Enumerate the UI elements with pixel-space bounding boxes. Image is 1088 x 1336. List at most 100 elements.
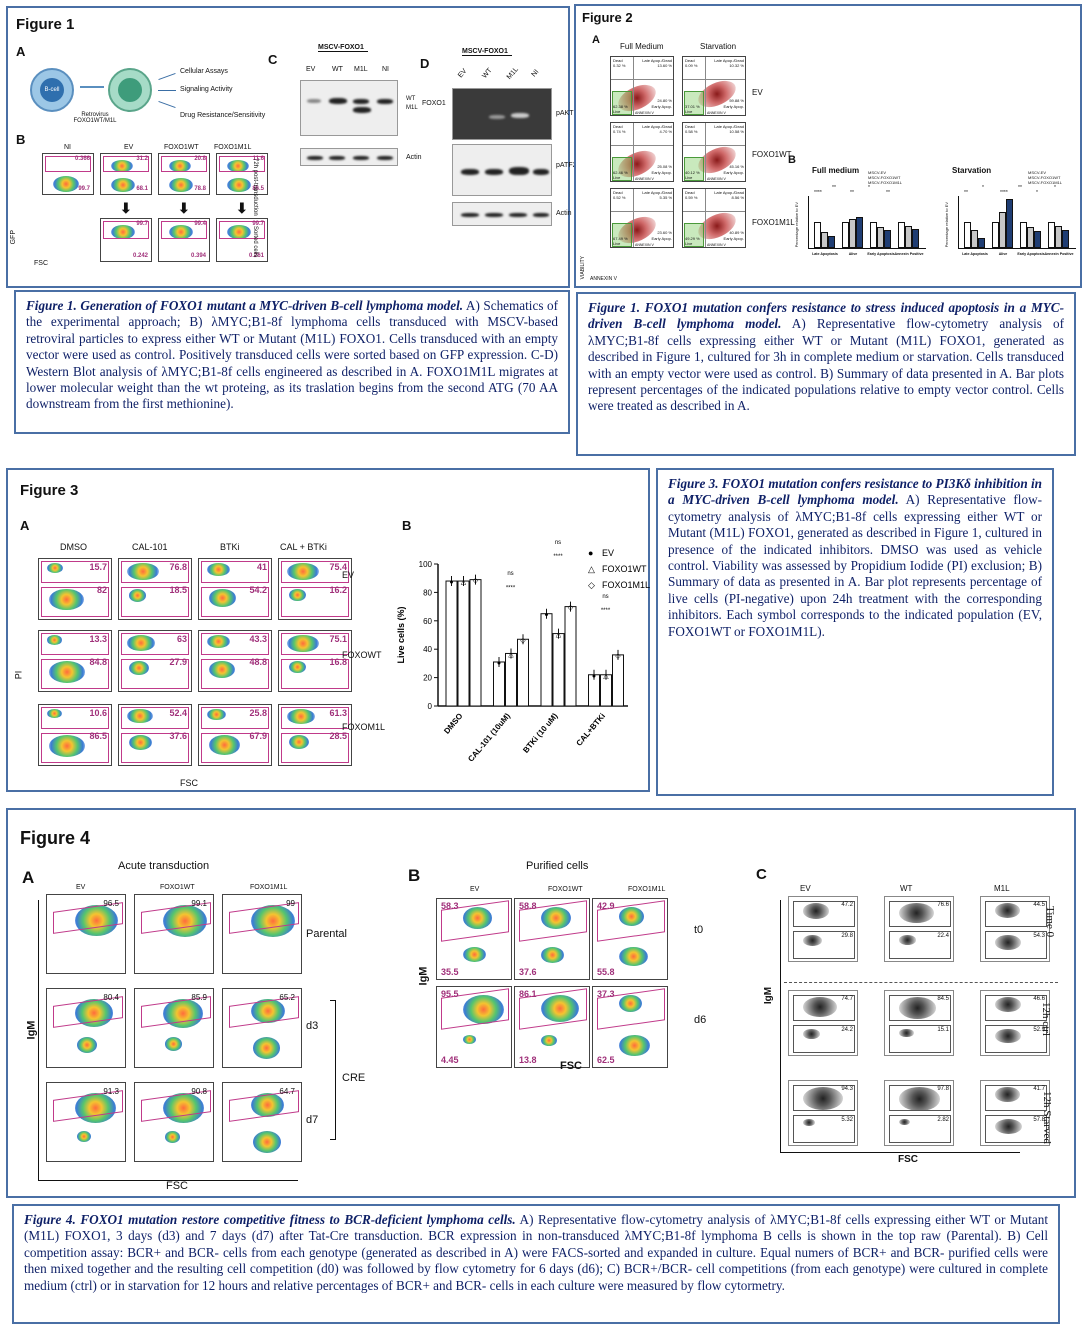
percent-top: 46.6 bbox=[1033, 996, 1045, 1002]
flow-cloud bbox=[287, 709, 315, 725]
flow-cloud bbox=[49, 589, 84, 611]
quadrant-value: 62.46 % bbox=[613, 170, 628, 175]
fig4b-flow-plot: 58.8 37.6 bbox=[514, 898, 590, 980]
percent-bottom: 54.2 bbox=[249, 585, 267, 595]
fig1b-pct: 0.242 bbox=[132, 253, 148, 259]
data-point-marker: ● bbox=[497, 660, 501, 667]
fig4b-flow-plot: 58.3 35.5 bbox=[436, 898, 512, 980]
gate-bottom bbox=[889, 931, 951, 959]
fig4a-flow-plot: 65.2 bbox=[222, 988, 302, 1068]
bar-FOXO1WT bbox=[552, 633, 565, 707]
percent-top: 75.4 bbox=[329, 562, 347, 572]
x-category-label: CAL-101 (10uM) bbox=[466, 711, 512, 763]
fig4a-fsc-axis: FSC bbox=[166, 1180, 188, 1192]
fig3-bar-chart: 0 20 40 60 80 100 Live cells (%) ● △ ◇ DMSO ● △ ◇ CAL-… bbox=[396, 540, 650, 764]
fig3-col: CAL-101 bbox=[132, 542, 168, 552]
flow-cloud bbox=[541, 1035, 558, 1046]
quadrant-value: 40.89 % bbox=[729, 230, 744, 235]
arrow-icon bbox=[80, 86, 104, 88]
chart-category-label: Late Apoptosis bbox=[812, 252, 838, 256]
gate-bottom bbox=[281, 587, 349, 617]
fig1b-pct: 20.8 bbox=[194, 156, 206, 162]
bcell-nucleus: B-cell bbox=[40, 78, 64, 102]
fig1c-lane: NI bbox=[382, 66, 389, 73]
flow-cloud bbox=[463, 995, 504, 1025]
percent-top: 84.5 bbox=[937, 996, 949, 1002]
significance-label: ns bbox=[602, 594, 608, 600]
fig4b-row: t0 bbox=[694, 924, 704, 936]
percent-top: 10.6 bbox=[89, 708, 107, 718]
data-point-marker: ◇ bbox=[520, 637, 526, 644]
significance-label: ** bbox=[850, 190, 854, 196]
quadrant-label: Late Apop./Dead bbox=[714, 190, 744, 195]
chart-bar bbox=[964, 222, 971, 248]
significance-label: * bbox=[982, 185, 984, 191]
flow-cloud bbox=[129, 735, 152, 751]
chart-bar bbox=[1048, 222, 1055, 248]
significance-label: ns bbox=[555, 540, 561, 546]
quadrant-value: 0.59 % bbox=[685, 195, 698, 200]
quadrant-value: 0.32 % bbox=[613, 63, 626, 68]
fig1b-pct: 78.8 bbox=[194, 186, 206, 192]
percent-top: 97.8 bbox=[937, 1086, 949, 1092]
flow-cloud bbox=[47, 563, 64, 573]
percent-bottom: 2.82 bbox=[937, 1117, 949, 1123]
fig4c-flow-plot: 94.3 5.32 bbox=[788, 1080, 858, 1146]
contour-cloud bbox=[995, 1029, 1021, 1044]
fig3-col: CAL + BTKi bbox=[280, 542, 327, 552]
percent-bottom: 24.2 bbox=[841, 1027, 853, 1033]
axis-label: ANNEXIN V bbox=[635, 177, 654, 181]
contour-cloud bbox=[995, 1119, 1023, 1135]
flow-cloud bbox=[127, 709, 153, 724]
retrovirus-label: Retrovirus FOXO1WT/M1L bbox=[73, 112, 117, 124]
flow-cloud bbox=[463, 947, 486, 963]
bar-FOXO1WT bbox=[457, 580, 470, 707]
contour-cloud bbox=[995, 935, 1022, 950]
chart-bar bbox=[884, 229, 891, 248]
gate-bottom bbox=[985, 1115, 1047, 1143]
chart-category-label: Alive bbox=[998, 252, 1008, 256]
quadrant-value: 24.80 % bbox=[657, 98, 672, 103]
gate-top bbox=[121, 633, 189, 655]
flow-cloud bbox=[75, 1093, 117, 1124]
chart-bar bbox=[1034, 231, 1041, 248]
gate-bottom bbox=[281, 733, 349, 763]
fig4-label-a: A bbox=[22, 868, 35, 887]
percent-bottom: 62.5 bbox=[597, 1055, 615, 1065]
fig2-caption-text: A) Representative flow-cytometry analysi… bbox=[588, 316, 1065, 414]
quadrant-line-v bbox=[705, 57, 706, 115]
flow-cloud bbox=[163, 1093, 205, 1123]
figure2-title: Figure 2 bbox=[582, 10, 633, 25]
percent-top: 58.8 bbox=[519, 901, 537, 911]
fig3-col: DMSO bbox=[60, 542, 87, 552]
fig2-flow-plot: Dead Late Apop./Dead Live Early Apop. 0.58 %… bbox=[682, 122, 746, 182]
quadrant-label: Early Apop. bbox=[723, 236, 744, 241]
fig3-flow-plot: 10.6 86.5 bbox=[38, 704, 112, 766]
fig4a-flow-plot: 96.5 bbox=[46, 894, 126, 974]
quadrant-value: 67.49 % bbox=[613, 236, 628, 241]
fig4a-cre-bracket bbox=[330, 1000, 336, 1140]
fig3-flow-plot: 61.3 28.5 bbox=[278, 704, 352, 766]
flow-cloud bbox=[619, 947, 648, 967]
flow-cloud bbox=[287, 635, 319, 652]
flow-cloud bbox=[75, 999, 114, 1027]
percent-bottom: 28.5 bbox=[329, 731, 347, 741]
bcell-diagram bbox=[30, 68, 74, 112]
fig4a-flow-plot: 90.8 bbox=[134, 1082, 214, 1162]
fig1b-pct: 86.5 bbox=[252, 186, 264, 192]
quadrant-value: 40.12 % bbox=[685, 170, 700, 175]
gate-bottom bbox=[201, 587, 269, 617]
fig4b-fsc-axis: FSC bbox=[560, 1060, 582, 1072]
fig1b-sorted-wt: 99.4 0.394 bbox=[158, 218, 210, 262]
flow-cloud bbox=[129, 661, 149, 675]
fig4c-col: WT bbox=[900, 884, 913, 893]
bar-EV bbox=[445, 580, 458, 707]
contour-cloud bbox=[803, 1029, 821, 1039]
fig4a-col: FOXO1WT bbox=[160, 884, 195, 891]
fig1b-col-ev: EV bbox=[124, 144, 134, 151]
flow-cloud bbox=[289, 589, 306, 602]
data-point-marker: ● bbox=[449, 579, 453, 586]
data-point-marker: ◇ bbox=[473, 578, 479, 585]
fig1c-lane: EV bbox=[306, 66, 316, 73]
figure3-caption: Figure 3. FOXO1 mutation confers resista… bbox=[656, 468, 1054, 796]
